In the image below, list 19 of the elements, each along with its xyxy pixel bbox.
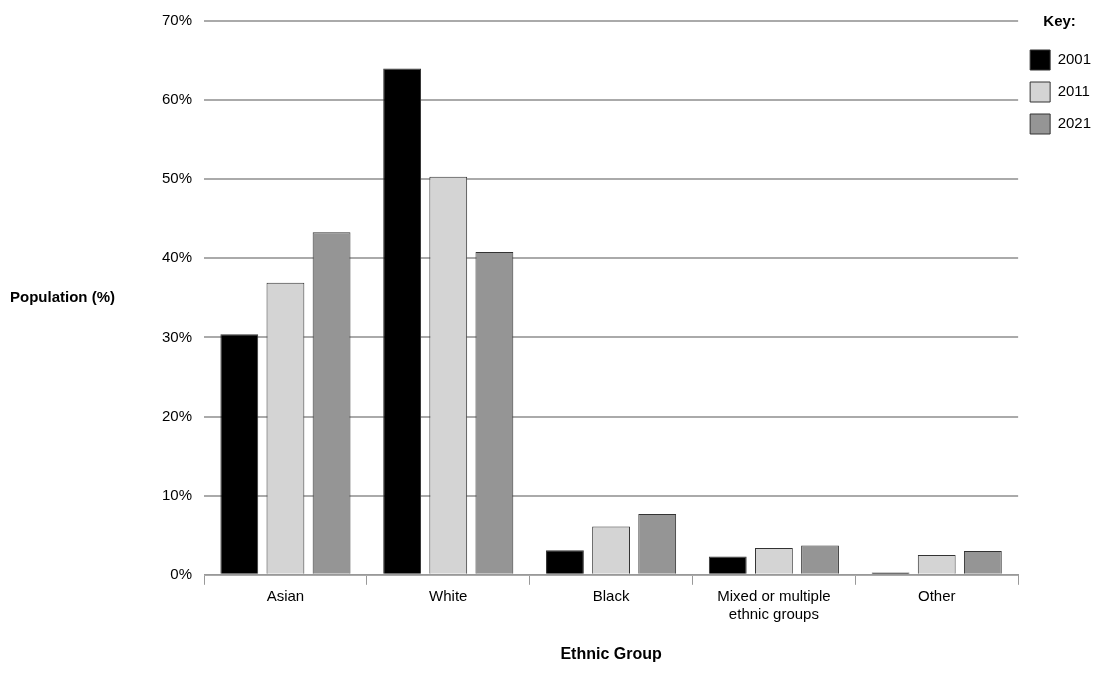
y-tick-label: 10% xyxy=(161,485,193,503)
y-tick-label: 70% xyxy=(161,11,193,29)
y-tick-label: 60% xyxy=(161,90,193,108)
legend-label: 2001 xyxy=(1057,50,1092,68)
x-axis-title: Ethnic Group xyxy=(560,644,662,662)
y-tick-label: 30% xyxy=(161,327,193,345)
y-tick-label: 0% xyxy=(170,564,193,582)
y-tick-label: 20% xyxy=(161,406,193,424)
legend-title: Key: xyxy=(1043,11,1076,29)
x-tick-label: Asian xyxy=(266,586,305,604)
y-tick-label: 50% xyxy=(161,169,193,187)
y-axis-title: Population (%) xyxy=(10,288,115,306)
legend-label: 2011 xyxy=(1057,82,1090,100)
x-tick-label: Black xyxy=(592,586,630,604)
x-tick-label: Other xyxy=(917,586,956,604)
legend-label: 2021 xyxy=(1057,114,1092,132)
x-tick-label: White xyxy=(429,586,468,604)
x-tick-label: Mixed or multiple ethnic groups xyxy=(717,586,831,622)
y-tick-label: 40% xyxy=(161,248,193,266)
